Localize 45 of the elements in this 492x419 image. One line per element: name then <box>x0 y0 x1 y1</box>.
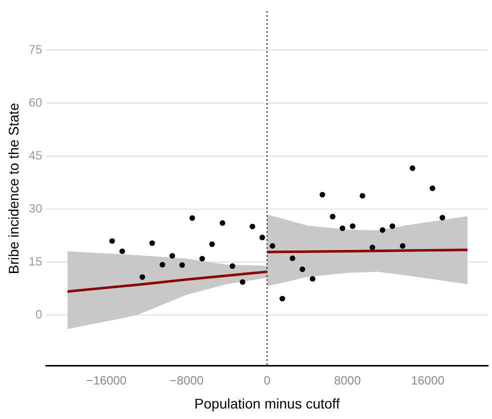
point <box>169 253 176 259</box>
point <box>259 234 266 240</box>
point <box>160 262 166 268</box>
point <box>220 220 226 226</box>
point <box>109 238 115 244</box>
x-tick-label: −8000 <box>170 373 204 388</box>
point <box>390 223 396 229</box>
x-tick-label: 8000 <box>334 373 362 388</box>
point <box>400 243 406 249</box>
y-tick-label: 45 <box>28 148 42 162</box>
y-tick-label: 0 <box>35 308 42 322</box>
x-axis-title: Population minus cutoff <box>194 395 340 412</box>
point <box>179 262 185 268</box>
y-tick-label: 75 <box>28 42 42 56</box>
y-axis-title: Bribe incidence to the State <box>5 102 22 274</box>
point <box>230 263 236 269</box>
point <box>350 223 356 229</box>
point <box>189 215 196 221</box>
point <box>149 240 155 246</box>
point <box>250 224 256 230</box>
point <box>119 248 126 254</box>
x-tick-label: 0 <box>264 373 271 388</box>
point <box>320 192 326 198</box>
point <box>300 266 306 272</box>
point <box>360 192 366 199</box>
y-tick-label: 30 <box>28 201 42 216</box>
x-tick-label: −16000 <box>86 373 127 388</box>
point <box>380 227 386 233</box>
point <box>240 279 246 285</box>
point <box>410 165 416 171</box>
point <box>430 186 436 192</box>
point <box>310 276 316 282</box>
point <box>340 225 346 232</box>
point <box>440 214 446 220</box>
point <box>370 244 376 250</box>
point <box>209 241 215 247</box>
point <box>199 256 205 262</box>
y-tick-label: 60 <box>28 95 42 110</box>
y-tick-label: 15 <box>28 254 42 269</box>
x-tick-label: 16000 <box>411 373 445 388</box>
point <box>270 243 276 249</box>
point <box>330 214 336 220</box>
point <box>140 274 146 280</box>
point <box>290 256 296 262</box>
point <box>280 296 286 302</box>
